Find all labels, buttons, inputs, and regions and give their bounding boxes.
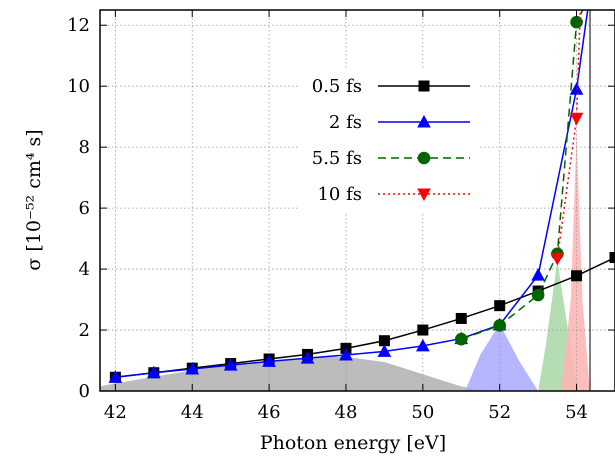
- data-point-10-fs: [569, 112, 584, 126]
- legend-item-10-fs: 10 fs: [317, 184, 470, 205]
- x-tick-label: 48: [335, 402, 358, 423]
- data-point-0-5-fs: [609, 251, 615, 263]
- legend-marker: [417, 151, 431, 165]
- y-tick-label: 8: [79, 137, 90, 158]
- data-point-2-fs: [185, 362, 200, 375]
- data-point-2-fs: [339, 347, 353, 361]
- legend-marker: [417, 188, 431, 202]
- data-point-5-5-fs: [454, 332, 468, 346]
- legend-marker: [418, 80, 430, 92]
- legend-label: 2 fs: [329, 112, 362, 133]
- data-point-0-5-fs: [455, 312, 467, 324]
- x-tick-label: 54: [565, 402, 588, 423]
- series-line-0-5-fs: [115, 256, 615, 379]
- x-axis-ticks: 42 44 46 48 50 52 54: [104, 10, 588, 423]
- x-tick-label: 50: [411, 402, 434, 423]
- plot-frame: [99, 9, 615, 392]
- data-point-2-fs: [223, 358, 238, 371]
- legend-label: 5.5 fs: [312, 148, 362, 169]
- legend-background: [300, 68, 480, 213]
- data-point-2-fs: [377, 344, 392, 357]
- series-line-2-fs: [115, 10, 589, 379]
- data-point-2-fs: [262, 354, 276, 367]
- y-tick-label: 0: [79, 381, 90, 402]
- data-point-2-fs: [146, 365, 161, 379]
- data-point-0-5-fs: [494, 300, 506, 312]
- y-tick-label: 4: [79, 259, 90, 280]
- x-axis-label: Photon energy [eV]: [260, 432, 446, 454]
- data-point-2-fs: [569, 82, 584, 95]
- data-point-0-5-fs: [571, 270, 583, 282]
- series: [108, 10, 615, 383]
- data-point-2-fs: [300, 351, 315, 364]
- y-tick-label: 12: [67, 15, 90, 36]
- data-point-0-5-fs: [417, 324, 429, 336]
- x-tick-label: 46: [258, 402, 281, 423]
- data-point-0-5-fs: [378, 335, 390, 347]
- y-tick-label: 6: [79, 198, 90, 219]
- data-point-5-5-fs: [493, 319, 507, 332]
- y-axis-label: σ [10⁻⁵² cm⁴ s]: [23, 129, 45, 270]
- data-point-2-fs: [531, 268, 545, 281]
- series-2-fs: [108, 10, 589, 383]
- y-tick-label: 2: [79, 320, 90, 341]
- series-10-fs: [550, 10, 584, 266]
- x-tick-label: 44: [181, 402, 204, 423]
- legend: 0.5 fs 2 fs 5.5 fs 10 fs: [300, 68, 480, 213]
- data-point-5-5-fs: [531, 288, 545, 302]
- shaded-spectrum-1: [100, 356, 485, 391]
- legend-label: 0.5 fs: [312, 76, 362, 97]
- legend-item-5-5-fs: 5.5 fs: [312, 148, 470, 169]
- data-point-10-fs: [550, 252, 565, 266]
- x-tick-label: 42: [104, 402, 127, 423]
- shaded-spectra: [100, 131, 591, 391]
- data-point-2-fs: [415, 338, 430, 352]
- y-tick-label: 10: [67, 76, 90, 97]
- legend-item-0-5-fs: 0.5 fs: [312, 76, 470, 97]
- legend-marker: [417, 114, 431, 128]
- data-point-2-fs: [108, 370, 123, 383]
- shaded-spectrum-2: [465, 323, 539, 391]
- shaded-spectrum-4: [561, 131, 591, 391]
- x-tick-label: 52: [488, 402, 511, 423]
- legend-label: 10 fs: [317, 184, 362, 205]
- y-axis-ticks: 0 2 4 6 8 10 12: [67, 15, 615, 402]
- legend-item-2-fs: 2 fs: [329, 112, 470, 133]
